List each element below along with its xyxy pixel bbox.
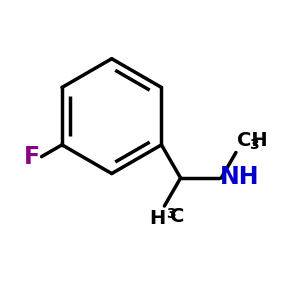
- Text: 3: 3: [250, 138, 259, 152]
- Text: F: F: [24, 145, 40, 169]
- Text: CH: CH: [237, 131, 268, 150]
- Text: 3: 3: [166, 207, 175, 220]
- Text: C: C: [170, 207, 184, 226]
- Text: H: H: [150, 209, 166, 228]
- Text: NH: NH: [220, 165, 260, 189]
